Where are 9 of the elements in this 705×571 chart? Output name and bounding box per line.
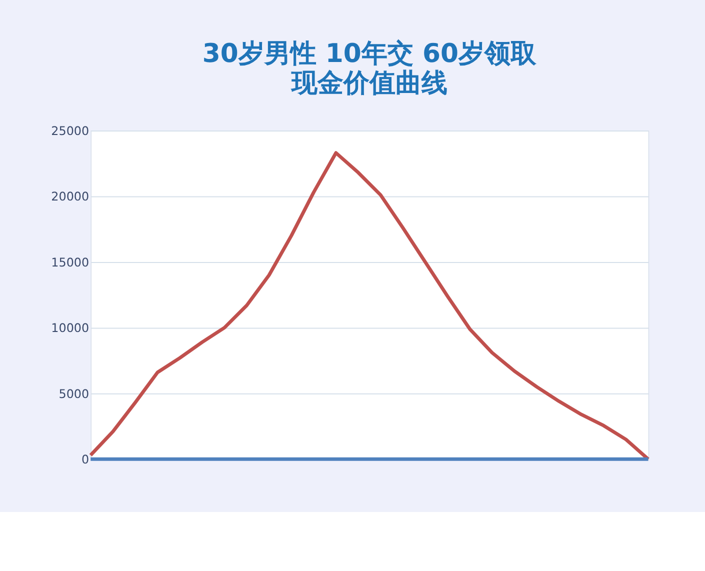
y-tick-label: 15000 [51, 255, 90, 270]
y-tick-label: 10000 [51, 321, 90, 336]
y-tick-label: 5000 [58, 386, 90, 401]
chart-title: 30岁男性 10年交 60岁领取 [202, 38, 538, 69]
y-tick-label: 0 [82, 452, 90, 467]
line-series [88, 151, 650, 461]
chart-subtitle: 现金价值曲线 [290, 68, 448, 99]
y-tick-label: 25000 [51, 124, 90, 138]
y-tick-label: 20000 [51, 190, 90, 204]
